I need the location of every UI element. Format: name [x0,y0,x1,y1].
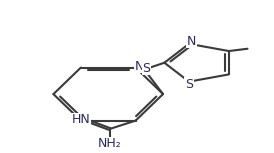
Text: S: S [185,78,193,91]
Text: N: N [135,60,144,73]
Text: NH₂: NH₂ [98,137,121,150]
Text: S: S [142,62,151,75]
Text: N: N [187,35,196,48]
Text: HN: HN [72,113,90,126]
